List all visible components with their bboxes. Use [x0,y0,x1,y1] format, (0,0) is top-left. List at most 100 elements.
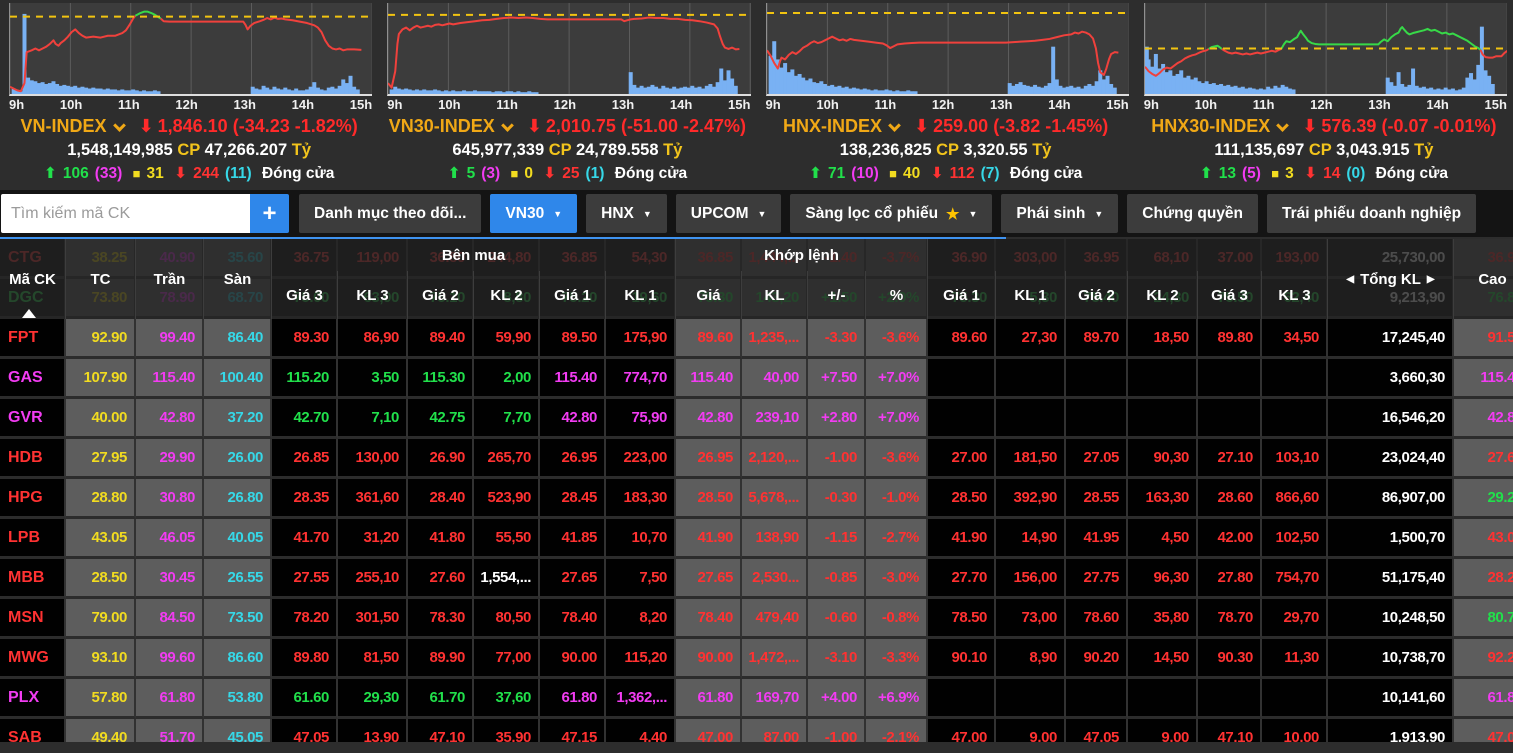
cell[interactable]: 4,50 [1128,519,1198,559]
cell[interactable]: 93.10 [66,639,136,679]
cell[interactable]: 47.00 [676,719,742,742]
cell[interactable]: 41.90 [928,519,996,559]
cell[interactable]: 42.00 [1198,519,1262,559]
cell[interactable]: 8,90 [996,639,1066,679]
cell[interactable]: 26.85 [272,439,338,479]
cell[interactable]: 7,70 [474,399,540,439]
cell[interactable]: 73.50 [204,599,272,639]
index-dropdown-chevron-icon[interactable] [112,119,126,133]
column-header-ceiling[interactable]: Trần [136,239,204,319]
column-header-sell-vol3[interactable]: KL 3 [1262,271,1328,319]
toolbar-button-upcom[interactable]: UPCOM ▼ [675,194,782,233]
cell[interactable]: 29,30 [338,679,408,719]
column-header-sell-price1[interactable]: Giá 1 [928,271,996,319]
cell[interactable] [1066,679,1128,719]
cell[interactable]: 7,50 [606,559,676,599]
cell[interactable]: 41.95 [1066,519,1128,559]
cell[interactable]: 28.45 [540,479,606,519]
cell[interactable]: -1.00 [808,439,866,479]
cell[interactable]: 1,554,... [474,559,540,599]
cell[interactable]: 45.05 [204,719,272,742]
cell[interactable]: 90.30 [1198,639,1262,679]
cell[interactable]: +6.9% [866,679,928,719]
scroll-left-icon[interactable]: ◀ [1346,273,1355,285]
cell[interactable]: 27.95 [66,439,136,479]
column-header-symbol[interactable]: Mã CK [0,239,66,319]
cell[interactable]: 37,60 [474,679,540,719]
cell[interactable]: 27.70 [928,559,996,599]
cell[interactable] [996,399,1066,439]
cell[interactable]: 99.60 [136,639,204,679]
column-header-high[interactable]: Cao [1454,239,1513,319]
toolbar-button-stock-screener[interactable]: Sàng lọc cổ phiếu ★ ▼ [790,194,993,233]
cell[interactable]: 2,530... [742,559,808,599]
search-input[interactable] [1,194,250,233]
column-header-sell-vol2[interactable]: KL 2 [1128,271,1198,319]
cell[interactable]: 27.65 [676,559,742,599]
cell[interactable]: 90.00 [540,639,606,679]
cell[interactable]: 89.90 [408,639,474,679]
cell[interactable]: 90.20 [1066,639,1128,679]
cell[interactable]: 37.20 [204,399,272,439]
cell[interactable]: 107.90 [66,359,136,399]
cell[interactable] [1066,399,1128,439]
cell[interactable]: 86,90 [338,319,408,359]
cell[interactable]: -3.3% [866,639,928,679]
cell[interactable]: 102,50 [1262,519,1328,559]
cell[interactable] [996,359,1066,399]
cell[interactable]: 2,120,... [742,439,808,479]
ticker-lpb[interactable]: LPB [0,519,66,559]
cell[interactable]: 26.80 [204,479,272,519]
cell[interactable]: 479,40 [742,599,808,639]
column-header-tc[interactable]: TC [66,239,136,319]
cell[interactable]: 75,90 [606,399,676,439]
cell[interactable]: 26.00 [204,439,272,479]
cell[interactable]: 41.90 [676,519,742,559]
cell[interactable]: 4,40 [606,719,676,742]
cell[interactable]: 754,70 [1262,559,1328,599]
cell[interactable]: 51.70 [136,719,204,742]
cell[interactable]: +7.50 [808,359,866,399]
cell[interactable]: 27.80 [1198,559,1262,599]
cell[interactable]: 27.65 [540,559,606,599]
cell[interactable]: 1,472,... [742,639,808,679]
cell[interactable]: -3.30 [808,319,866,359]
column-header-buy-price3[interactable]: Giá 3 [272,271,338,319]
cell[interactable]: 31,20 [338,519,408,559]
cell[interactable]: 100.40 [204,359,272,399]
cell[interactable]: -3.0% [866,559,928,599]
cell[interactable] [1128,359,1198,399]
cell[interactable]: 1,235,... [742,319,808,359]
cell[interactable]: 223,00 [606,439,676,479]
ticker-gvr[interactable]: GVR [0,399,66,439]
cell[interactable]: 163,30 [1128,479,1198,519]
cell[interactable]: 26.95 [540,439,606,479]
cell[interactable] [928,399,996,439]
cell[interactable]: 42.75 [408,399,474,439]
column-header-percent[interactable]: % [866,271,928,319]
cell[interactable]: 7,10 [338,399,408,439]
cell[interactable]: -0.60 [808,599,866,639]
index-dropdown-chevron-icon[interactable] [500,119,514,133]
cell[interactable]: 78.30 [408,599,474,639]
column-header-total-volume[interactable]: ◀ Tổng KL ▶ [1328,239,1454,319]
cell[interactable]: 89.30 [272,319,338,359]
cell[interactable]: 523,90 [474,479,540,519]
cell[interactable] [928,359,996,399]
column-header-sell-price2[interactable]: Giá 2 [1066,271,1128,319]
cell[interactable]: 89.60 [676,319,742,359]
ticker-hpg[interactable]: HPG [0,479,66,519]
cell[interactable]: 41.80 [408,519,474,559]
cell[interactable]: 49.40 [66,719,136,742]
ticker-gas[interactable]: GAS [0,359,66,399]
cell[interactable] [928,679,996,719]
cell[interactable]: 9,00 [1128,719,1198,742]
cell[interactable]: 27.05 [1066,439,1128,479]
cell[interactable]: 89.80 [1198,319,1262,359]
ticker-fpt[interactable]: FPT [0,319,66,359]
add-symbol-button[interactable]: + [250,194,289,233]
column-header-matched-vol[interactable]: KL [742,271,808,319]
cell[interactable]: 115.40 [676,359,742,399]
cell[interactable]: +7.0% [866,399,928,439]
cell[interactable]: 301,50 [338,599,408,639]
